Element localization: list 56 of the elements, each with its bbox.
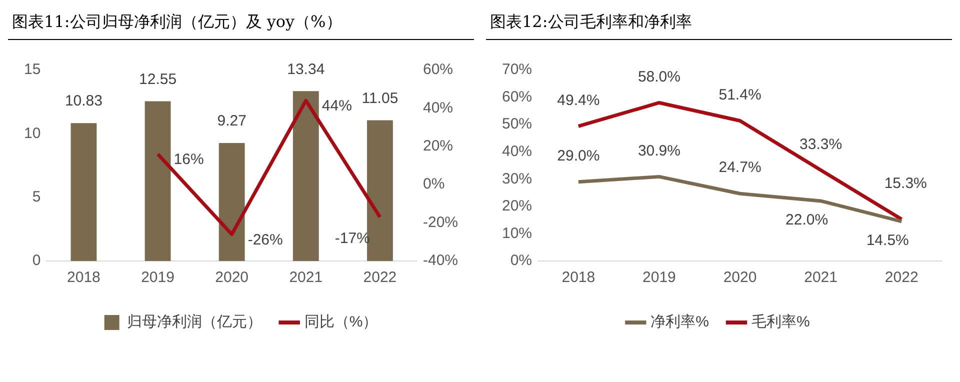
y2-tick-label: -20% [422, 214, 458, 231]
legend-label: 同比（%） [304, 314, 378, 331]
chart-title: 图表11:公司归母净利润（亿元）及 yoy（%） [8, 8, 474, 40]
data-label: 14.5% [866, 232, 909, 250]
y-tick-label: 15 [24, 61, 41, 78]
legend-label: 归母净利润（亿元） [126, 314, 262, 331]
data-label: 49.4% [557, 92, 600, 109]
y2-tick-label: 20% [422, 138, 454, 155]
data-label: 9.27 [217, 112, 246, 130]
x-tick-label: 2021 [289, 269, 323, 286]
x-tick-label: 2018 [67, 269, 100, 286]
y-tick-label: 0 [32, 252, 41, 270]
x-tick-label: 2020 [215, 269, 249, 286]
x-tick-label: 2019 [642, 269, 676, 286]
data-label: 44% [322, 98, 352, 115]
data-label: 22.0% [786, 212, 828, 229]
data-label: -26% [248, 231, 283, 248]
data-label: 15.3% [884, 174, 927, 192]
x-tick-label: 2022 [363, 269, 397, 286]
data-label: 58.0% [638, 68, 680, 86]
bar [218, 142, 245, 261]
x-tick-label: 2021 [804, 269, 838, 286]
bar [144, 101, 171, 261]
y-tick-label: 10 [24, 124, 41, 142]
x-tick-label: 2022 [884, 269, 918, 286]
legend-label: 毛利率% [752, 314, 810, 331]
x-tick-label: 2018 [562, 269, 596, 286]
x-tick-label: 2019 [141, 269, 174, 286]
y2-tick-label: -40% [422, 252, 458, 270]
legend-label: 净利率% [650, 314, 710, 331]
y-tick-label: 5 [32, 188, 41, 206]
y-tick-label: 0% [510, 252, 532, 270]
data-label: 13.34 [287, 60, 325, 78]
data-label: 16% [174, 151, 204, 168]
data-label: 12.55 [139, 70, 177, 88]
data-label: 10.83 [64, 92, 102, 110]
y-tick-label: 70% [502, 61, 532, 78]
y2-tick-label: 60% [422, 61, 454, 78]
data-label: 24.7% [718, 159, 762, 176]
y2-tick-label: 40% [422, 99, 454, 116]
y-tick-label: 40% [502, 143, 532, 160]
y2-tick-label: 0% [422, 176, 445, 193]
data-label: 30.9% [638, 142, 680, 160]
data-label: 33.3% [800, 136, 842, 153]
y-tick-label: 50% [502, 116, 532, 133]
bar [70, 123, 97, 261]
y-tick-label: 20% [502, 198, 532, 215]
x-tick-label: 2020 [723, 269, 757, 286]
data-label: 51.4% [718, 86, 762, 104]
y-tick-label: 10% [502, 224, 532, 242]
chart-title: 图表12:公司毛利率和净利率 [486, 8, 952, 40]
y-tick-label: 30% [502, 170, 532, 188]
data-label: 11.05 [362, 90, 398, 107]
bar [292, 91, 319, 261]
y-tick-label: 60% [502, 88, 532, 106]
data-label: 29.0% [557, 148, 600, 165]
